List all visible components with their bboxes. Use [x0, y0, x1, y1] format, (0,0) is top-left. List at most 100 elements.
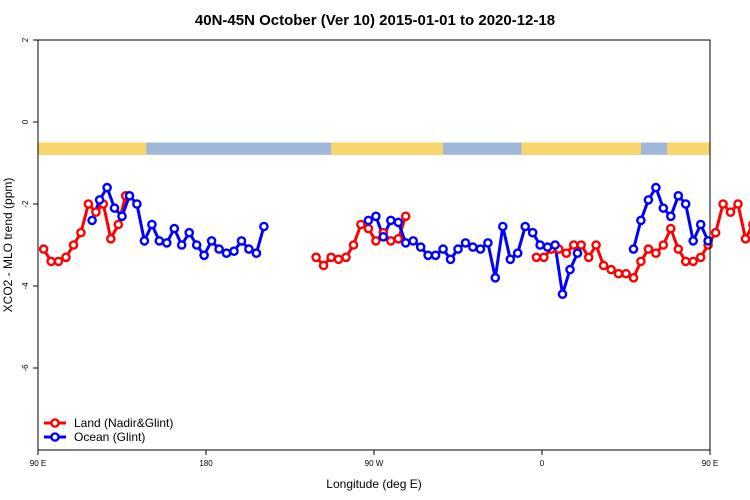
land-data-point [539, 252, 549, 263]
land-data-point [733, 199, 743, 209]
land-data-point [666, 223, 676, 234]
ocean-data-point [229, 246, 239, 256]
land-data-point [591, 240, 601, 250]
y-axis-title: XCO2 - MLO trend (ppm) [1, 178, 15, 313]
ocean-data-point [475, 244, 486, 254]
land-data-point [643, 244, 654, 254]
land-data-point [583, 252, 594, 263]
land-band-segment [521, 142, 641, 155]
ocean-data-point [161, 238, 172, 248]
ocean-data-point [363, 215, 374, 226]
series-points [38, 182, 750, 300]
land-data-point [400, 211, 411, 222]
ocean-data-point [468, 242, 478, 252]
land-data-point [53, 256, 64, 267]
x-tick-label: 90 E [702, 459, 718, 468]
x-tick-label: 90 W [365, 459, 384, 468]
land-data-point [561, 248, 572, 258]
land-data-point [568, 240, 579, 250]
y-tick-label: 0 [21, 119, 30, 124]
land-data-point [636, 256, 646, 267]
land-data-point [606, 264, 616, 275]
ocean-data-point [371, 211, 381, 222]
land-data-point [371, 236, 381, 246]
y-axis: 2 0 -2 -4 -6 [21, 37, 38, 372]
land-data-point [393, 233, 404, 244]
legend-land-label: Land (Nadir&Glint) [74, 416, 173, 430]
legend-land-marker [50, 418, 60, 428]
ocean-data-point [385, 215, 396, 226]
ocean-data-point [251, 248, 262, 258]
legend-ocean-label: Ocean (Glint) [74, 430, 145, 444]
ocean-data-point [643, 195, 654, 205]
land-data-point [531, 252, 542, 263]
land-band-segment [667, 142, 710, 155]
ocean-data-point [176, 240, 187, 250]
ocean-data-point [132, 199, 142, 209]
ocean-data-point [505, 254, 516, 265]
ocean-data-point [378, 231, 389, 242]
land-data-point [680, 256, 691, 267]
ocean-data-point [565, 264, 575, 275]
ocean-data-point [557, 289, 568, 300]
land-data-point [333, 254, 344, 265]
ocean-data-point [236, 236, 247, 246]
ocean-data-point [703, 236, 713, 246]
ocean-data-point [430, 250, 441, 261]
land-data-point [695, 252, 706, 263]
land-data-point [613, 268, 624, 279]
ocean-data-point [453, 244, 463, 254]
land-ocean-band [38, 142, 710, 155]
ocean-data-point [87, 215, 97, 226]
ocean-data-point [666, 211, 676, 222]
ocean-data-point [102, 182, 112, 193]
ocean-data-point [535, 240, 545, 250]
land-data-point [658, 240, 669, 250]
ocean-data-point [400, 238, 411, 248]
land-data-point [621, 268, 631, 279]
land-data-point [710, 227, 721, 238]
ocean-data-point [527, 227, 538, 238]
ocean-data-point [139, 236, 150, 246]
ocean-data-point [94, 195, 105, 205]
legend-ocean-marker [50, 432, 60, 442]
land-data-point [348, 240, 359, 250]
ocean-data-point [244, 244, 254, 254]
ocean-data-point [191, 240, 202, 250]
ocean-data-point [184, 227, 194, 238]
x-axis-title: Longitude (deg E) [326, 477, 421, 491]
land-data-point [113, 219, 124, 230]
land-data-point [718, 199, 728, 209]
ocean-data-point [438, 244, 448, 254]
ocean-data-point [520, 221, 531, 232]
y-tick-label: -4 [21, 282, 30, 290]
land-data-point [576, 240, 587, 250]
land-data-point [76, 227, 86, 238]
ocean-data-point [154, 236, 165, 246]
land-data-point [673, 244, 684, 254]
ocean-data-point [497, 221, 508, 232]
ocean-data-point [147, 219, 157, 230]
land-data-point [311, 252, 321, 263]
ocean-data-point [512, 248, 523, 258]
ocean-data-point [117, 211, 127, 222]
ocean-data-point [221, 248, 232, 258]
ocean-data-point [214, 244, 224, 254]
ocean-data-point [542, 242, 553, 252]
ocean-data-point [109, 203, 120, 213]
land-data-point [356, 219, 366, 230]
x-tick-label: 90 E [30, 459, 46, 468]
ocean-data-point [393, 217, 404, 228]
ocean-data-point [206, 236, 217, 246]
land-data-point [740, 234, 750, 244]
land-data-point [91, 207, 101, 217]
land-data-point [326, 252, 336, 263]
ocean-data-point [483, 238, 493, 248]
land-data-point [725, 207, 736, 217]
land-band-segment [331, 142, 444, 155]
legend: Land (Nadir&Glint)Ocean (Glint) [44, 416, 173, 444]
land-data-point [61, 252, 71, 263]
y-tick-label: 2 [21, 37, 30, 42]
ocean-data-point [636, 215, 646, 226]
